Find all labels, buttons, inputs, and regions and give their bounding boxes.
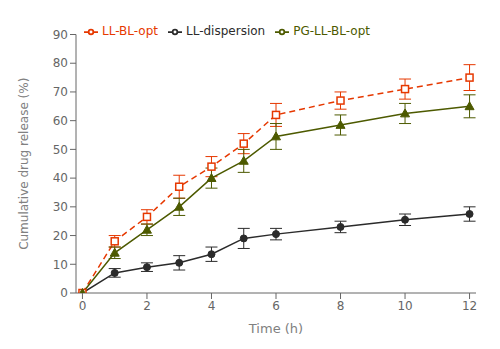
- svg-text:30: 30: [53, 200, 68, 214]
- svg-text:40: 40: [53, 171, 68, 185]
- svg-text:60: 60: [53, 114, 68, 128]
- svg-text:70: 70: [53, 85, 68, 99]
- svg-text:50: 50: [53, 143, 68, 157]
- svg-text:8: 8: [337, 299, 345, 313]
- html-text:LL-dispersion: LL-dispersion: [186, 24, 266, 38]
- html-text:PG-LL-BL-opt: PG-LL-BL-opt: [293, 24, 370, 38]
- svg-text:90: 90: [53, 28, 68, 42]
- svg-text:80: 80: [53, 56, 68, 70]
- svg-text:4: 4: [208, 299, 216, 313]
- svg-text:20: 20: [53, 229, 68, 243]
- svg-text:10: 10: [53, 258, 68, 272]
- svg-text:0: 0: [60, 286, 68, 300]
- svg-text:2: 2: [143, 299, 151, 313]
- svg-text:Cumulative drug release (%): Cumulative drug release (%): [17, 78, 31, 250]
- svg-text:12: 12: [462, 299, 477, 313]
- svg-text:Time (h): Time (h): [248, 321, 303, 336]
- svg-text:10: 10: [397, 299, 412, 313]
- svg-text:0: 0: [79, 299, 87, 313]
- svg-text:6: 6: [272, 299, 280, 313]
- html-text:LL-BL-opt: LL-BL-opt: [102, 24, 158, 38]
